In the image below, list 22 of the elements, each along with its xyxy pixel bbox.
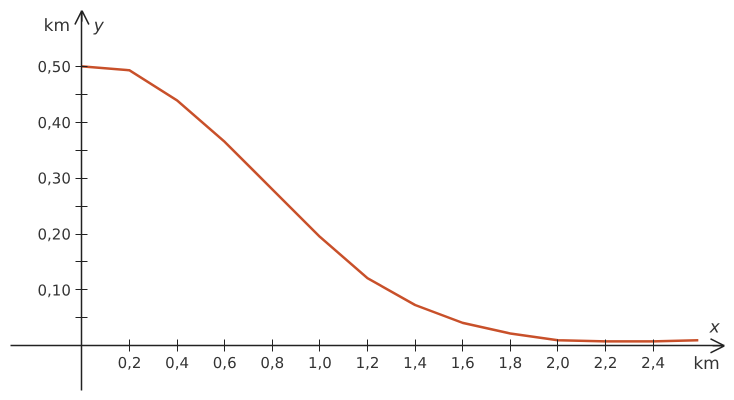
annotation: km bbox=[693, 354, 720, 374]
annotation: km bbox=[44, 16, 70, 36]
x-tick-label: 2,4 bbox=[641, 354, 666, 372]
x-tick-label: 1,6 bbox=[450, 354, 475, 372]
y-tick-label: 0,30 bbox=[38, 170, 71, 188]
x-tick-label: 2,0 bbox=[546, 354, 570, 372]
x-tick-label: 1,2 bbox=[356, 354, 380, 372]
x-tick-label: 0,2 bbox=[118, 354, 142, 372]
y-tick-label: 0,40 bbox=[38, 114, 71, 132]
y-axis-title: y bbox=[92, 16, 105, 36]
x-tick-label: 0,4 bbox=[165, 354, 190, 372]
line-series bbox=[80, 65, 700, 343]
y-tick-label: 0,20 bbox=[38, 226, 71, 244]
y-tick-label: 0,10 bbox=[38, 281, 71, 300]
x-axis-title: x bbox=[708, 317, 721, 338]
x-tick-label: 1,8 bbox=[498, 354, 522, 372]
x-tick-label: 0,6 bbox=[212, 354, 237, 372]
x-tick-label: 2,2 bbox=[594, 354, 618, 372]
x-tick-label: 1,4 bbox=[403, 354, 428, 372]
y-tick-label: 0,50 bbox=[38, 58, 71, 76]
x-tick-label: 0,8 bbox=[260, 354, 284, 372]
x-tick-label: 1,0 bbox=[308, 354, 332, 372]
